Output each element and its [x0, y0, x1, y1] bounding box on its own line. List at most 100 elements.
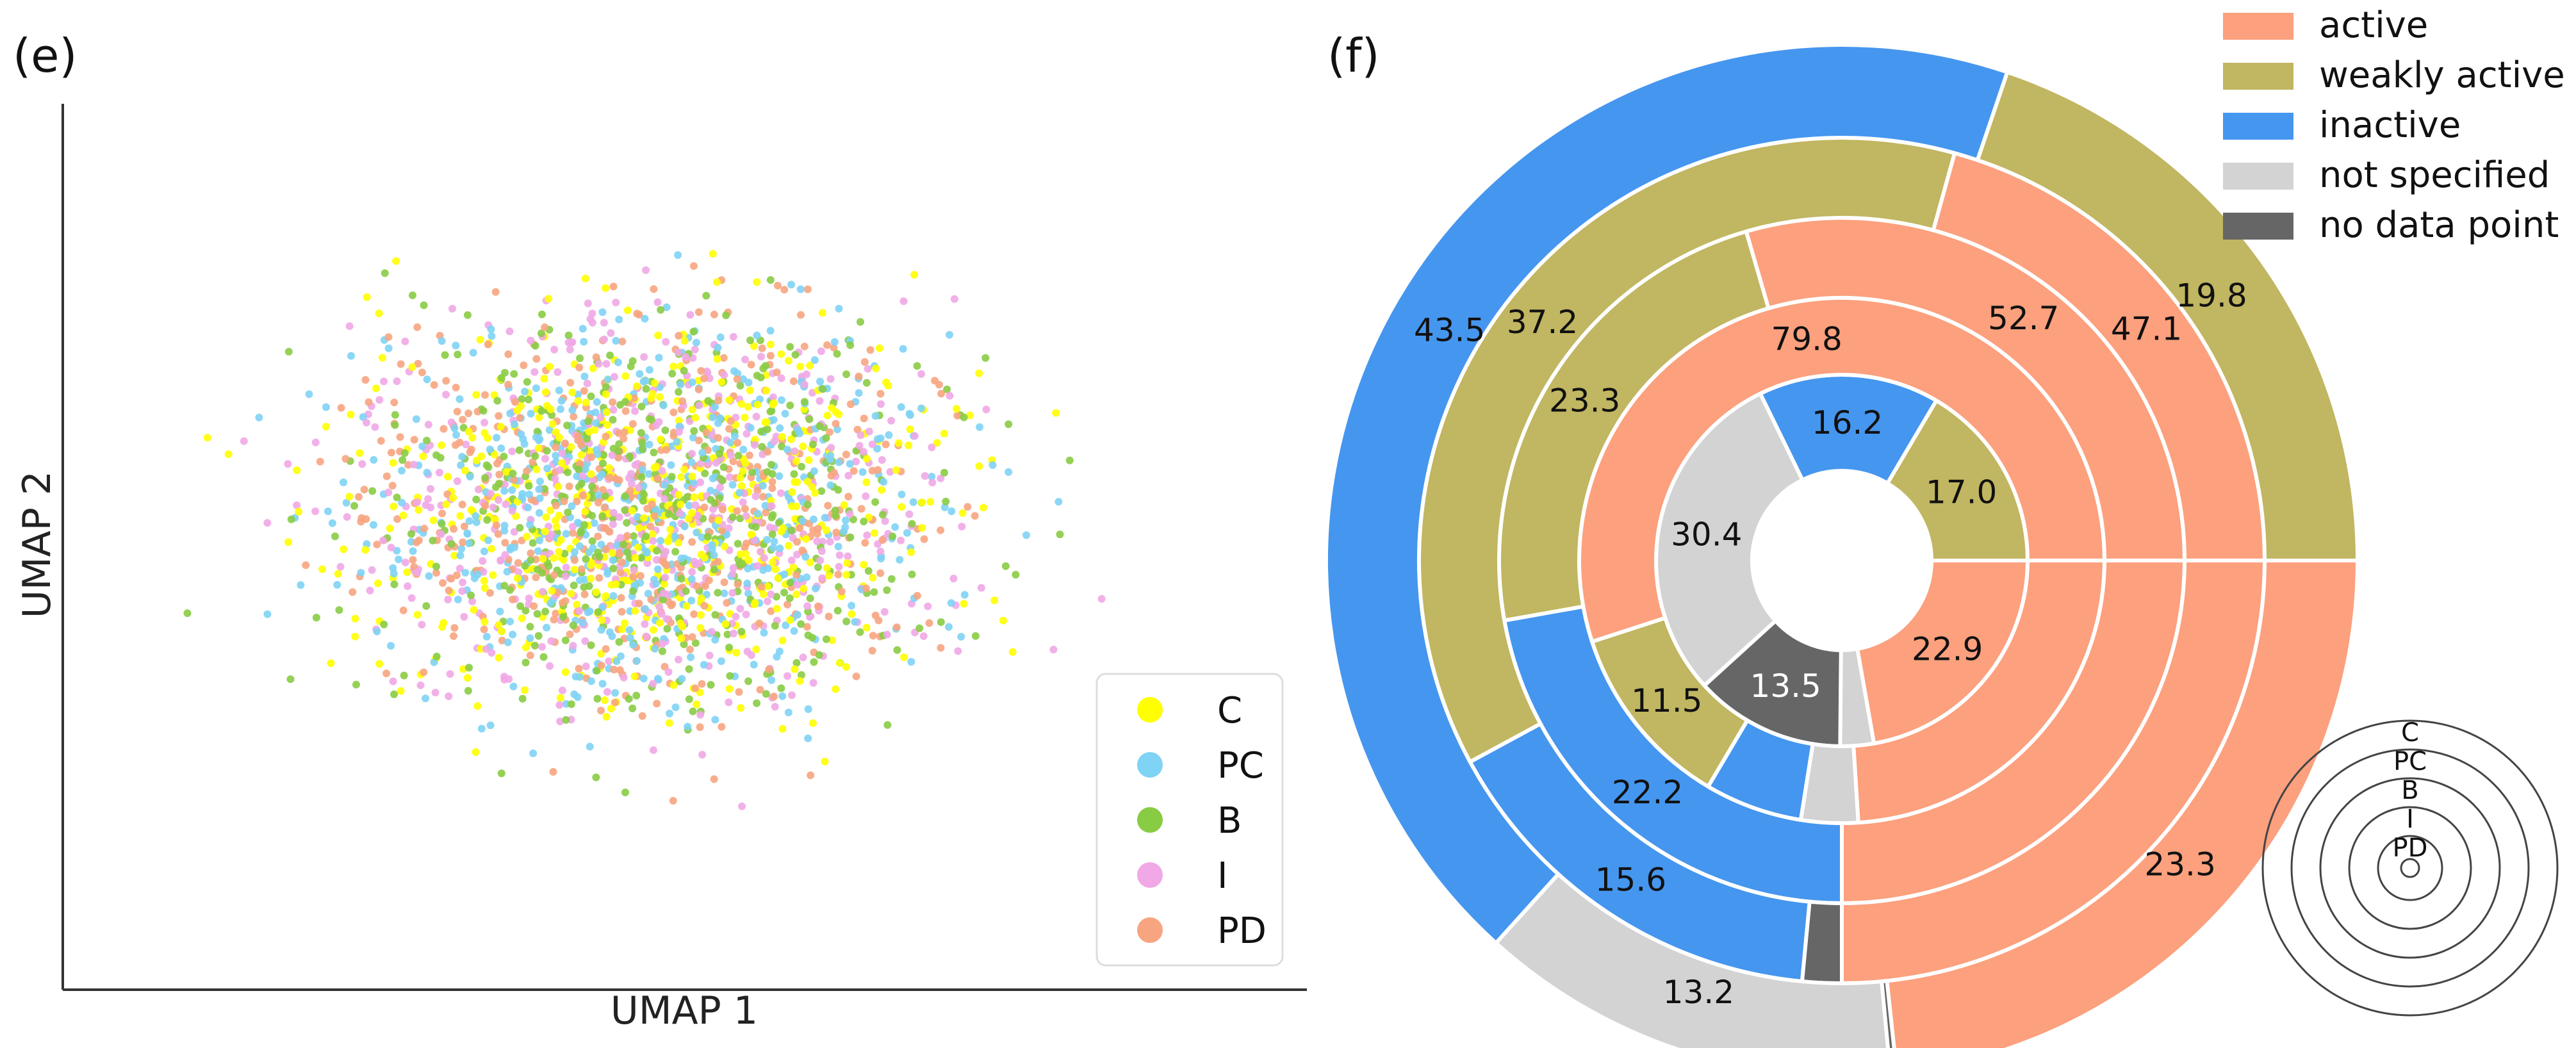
scatter-point	[736, 605, 744, 613]
scatter-point	[546, 363, 554, 371]
scatter-point	[678, 397, 687, 405]
scatter-point	[602, 383, 610, 391]
scatter-point	[461, 569, 470, 577]
scatter-point	[717, 657, 725, 666]
scatter-point	[917, 404, 926, 413]
scatter-point	[612, 657, 621, 666]
scatter-point	[476, 336, 484, 344]
scatter-point	[474, 486, 482, 494]
scatter-point	[864, 567, 873, 575]
scatter-point	[680, 337, 689, 345]
scatter-point	[605, 464, 613, 472]
scatter-point	[634, 512, 642, 521]
scatter-point	[809, 679, 817, 687]
scatter-point	[817, 347, 825, 356]
scatter-point	[454, 595, 462, 603]
scatter-point	[388, 448, 395, 457]
scatter-point	[603, 421, 611, 429]
scatter-point	[636, 572, 644, 580]
scatter-point	[686, 311, 694, 319]
scatter-point	[821, 514, 829, 522]
scatter-point	[543, 623, 551, 632]
scatter-point	[373, 627, 381, 635]
scatter-point	[539, 653, 548, 661]
scatter-point	[860, 518, 868, 526]
scatter-point	[671, 532, 679, 541]
scatter-point	[875, 344, 883, 352]
scatter-point	[450, 632, 458, 640]
scatter-point	[739, 375, 747, 383]
scatter-point	[240, 437, 248, 445]
scatter-point	[495, 470, 504, 479]
scatter-point	[778, 636, 787, 644]
scatter-point	[593, 694, 602, 703]
scatter-point	[783, 672, 792, 680]
scatter-point	[497, 769, 505, 778]
scatter-point	[788, 691, 796, 700]
scatter-panel: (e) UMAP 1 UMAP 2 C PC BI PD	[13, 29, 1307, 1033]
guide-circle	[2261, 719, 2559, 1017]
slice-label: 11.5	[1631, 682, 1702, 719]
scatter-point	[473, 407, 482, 416]
scatter-point	[803, 623, 811, 631]
scatter-point	[616, 534, 625, 542]
scatter-point	[1005, 468, 1013, 476]
scatter-point	[408, 363, 416, 372]
scatter-point	[504, 350, 513, 358]
scatter-point	[533, 610, 541, 618]
scatter-point	[773, 605, 781, 613]
scatter-point	[447, 418, 455, 427]
scatter-point	[719, 354, 728, 362]
scatter-point	[793, 550, 801, 559]
scatter-point	[878, 536, 887, 544]
scatter-point	[457, 544, 466, 553]
scatter-point	[921, 472, 929, 480]
scatter-point	[710, 566, 718, 574]
scatter-point	[538, 569, 546, 577]
scatter-point	[526, 623, 534, 631]
scatter-point	[444, 596, 452, 603]
scatter-point	[293, 466, 301, 475]
scatter-point	[609, 282, 618, 291]
scatter-point	[905, 510, 914, 518]
scatter-point	[608, 549, 616, 557]
scatter-point	[861, 539, 869, 547]
slice-label: 23.3	[1549, 382, 1620, 420]
scatter-point	[625, 452, 634, 461]
slice-label: 43.5	[1414, 312, 1485, 349]
scatter-point	[493, 397, 502, 405]
scatter-point	[445, 692, 453, 700]
scatter-point	[431, 689, 439, 697]
scatter-point	[697, 611, 705, 619]
scatter-point	[370, 521, 377, 529]
scatter-point	[883, 586, 891, 594]
scatter-point	[452, 341, 460, 350]
scatter-point	[716, 414, 724, 422]
scatter-point	[580, 521, 589, 529]
scatter-point	[602, 408, 611, 416]
scatter-point	[628, 420, 637, 428]
scatter-point	[860, 358, 869, 366]
scatter-point	[767, 461, 775, 469]
scatter-point	[793, 580, 801, 589]
scatter-point	[365, 398, 373, 406]
scatter-point	[552, 609, 560, 618]
scatter-point	[709, 250, 717, 258]
scatter-point	[778, 442, 786, 450]
scatter-point	[418, 621, 426, 629]
scatter-point	[595, 360, 603, 368]
scatter-point	[714, 557, 722, 566]
scatter-point	[893, 646, 901, 654]
scatter-point	[652, 580, 660, 588]
y-axis-label: UMAP 2	[15, 471, 60, 618]
scatter-point	[567, 443, 575, 451]
scatter-point	[511, 398, 520, 406]
scatter-point	[286, 675, 295, 684]
scatter-point	[527, 336, 535, 345]
scatter-point	[558, 449, 566, 457]
scatter-point	[694, 386, 703, 393]
scatter-point	[721, 543, 728, 550]
scatter-point	[677, 634, 685, 643]
scatter-point	[766, 523, 774, 532]
scatter-point	[642, 385, 650, 393]
